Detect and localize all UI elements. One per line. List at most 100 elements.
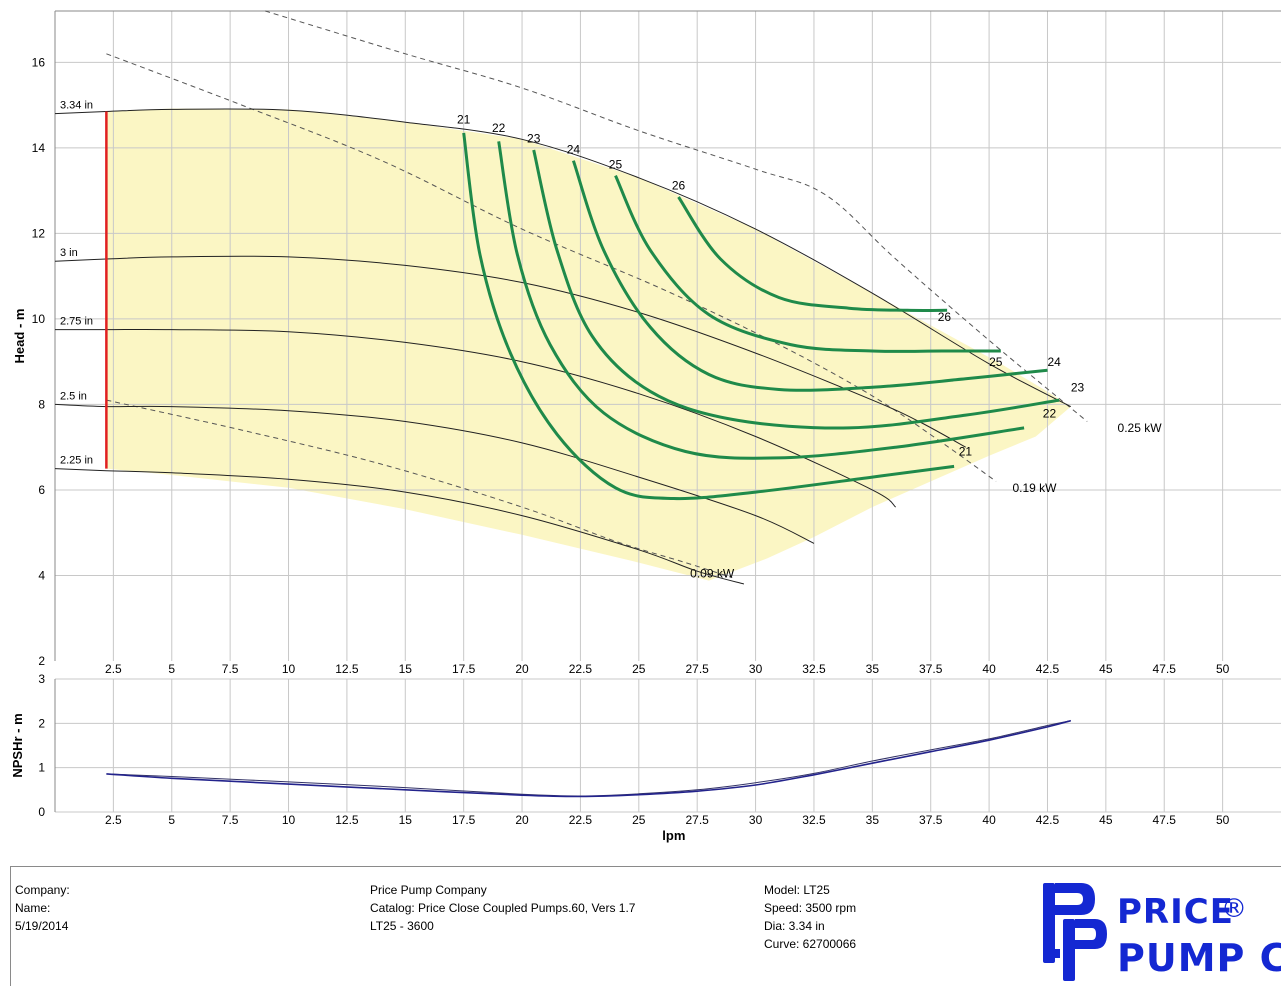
- npsh-x-tick-label: 35: [866, 813, 880, 827]
- logo-registered: ®: [1221, 894, 1247, 924]
- npsh-x-tick-label: 20: [515, 813, 529, 827]
- efficiency-end-label: 25: [989, 355, 1003, 369]
- footer-diameter: Dia: 3.34 in: [764, 919, 825, 933]
- logo-mark-icon: [1043, 883, 1107, 981]
- head-x-tick-label: 37.5: [919, 662, 943, 676]
- efficiency-top-label: 23: [527, 132, 541, 146]
- npsh-x-tick-label: 37.5: [919, 813, 943, 827]
- npsh-x-tick-label: 42.5: [1036, 813, 1060, 827]
- head-x-tick-label: 40: [982, 662, 996, 676]
- impeller-curve-label: 2.75 in: [60, 316, 93, 328]
- head-x-tick-label: 22.5: [569, 662, 593, 676]
- footer-curve: Curve: 62700066: [764, 937, 857, 951]
- head-y-tick-label: 6: [38, 483, 45, 497]
- head-x-tick-label: 10: [282, 662, 296, 676]
- efficiency-end-label: 22: [1043, 406, 1057, 420]
- head-y-tick-label: 12: [32, 226, 46, 240]
- npsh-y-axis-label: NPSHr - m: [10, 713, 25, 777]
- npsh-x-tick-label: 7.5: [222, 813, 239, 827]
- npsh-x-tick-label: 25: [632, 813, 646, 827]
- footer-name-label: Name:: [15, 901, 51, 915]
- efficiency-top-label: 25: [609, 157, 623, 171]
- logo-text-price: PRICE: [1117, 892, 1234, 932]
- npsh-x-tick-label: 5: [168, 813, 175, 827]
- power-line-label: 0.25 kW: [1118, 421, 1163, 435]
- footer-model: Model: LT25: [764, 883, 830, 897]
- head-y-tick-label: 10: [32, 312, 46, 326]
- head-y-tick-label: 4: [38, 568, 45, 582]
- footer-company-column: Company: Name: 5/19/2014: [15, 881, 70, 935]
- head-x-tick-label: 32.5: [802, 662, 826, 676]
- power-line: [265, 10, 1088, 422]
- npsh-curve: [106, 720, 1071, 797]
- head-x-tick-label: 7.5: [222, 662, 239, 676]
- efficiency-curve: [532, 149, 1060, 430]
- footer-date: 5/19/2014: [15, 919, 69, 933]
- npsh-y-tick-label: 2: [38, 716, 45, 730]
- npsh-curve: [106, 719, 1071, 798]
- npsh-x-axis-label: lpm: [662, 828, 685, 843]
- footer-speed: Speed: 3500 rpm: [764, 901, 857, 915]
- footer-company-label: Company:: [15, 883, 70, 897]
- npsh-x-tick-label: 40: [982, 813, 996, 827]
- head-x-tick-label: 17.5: [452, 662, 476, 676]
- efficiency-top-label: 24: [567, 142, 581, 156]
- npsh-y-tick-label: 0: [38, 805, 45, 819]
- efficiency-curve: [571, 160, 1048, 392]
- npsh-x-tick-label: 2.5: [105, 813, 122, 827]
- head-x-tick-label: 45: [1099, 662, 1113, 676]
- head-y-tick-label: 8: [38, 397, 45, 411]
- pump-performance-chart: 0.25 kW 0.19 kW 0.09 kW 3.34 in 3 in 2.75 in 2…: [10, 10, 1281, 843]
- efficiency-top-label: 22: [492, 121, 506, 135]
- head-x-tick-label: 27.5: [686, 662, 710, 676]
- efficiency-end-label: 23: [1071, 381, 1085, 395]
- head-x-tick-label: 42.5: [1036, 662, 1060, 676]
- impeller-curve: [54, 108, 1072, 408]
- npsh-y-tick-label: 3: [38, 672, 45, 686]
- npsh-x-tick-label: 15: [399, 813, 413, 827]
- head-y-tick-label: 2: [38, 654, 45, 668]
- npsh-x-tick-label: 45: [1099, 813, 1113, 827]
- head-x-tick-label: 20: [515, 662, 529, 676]
- npsh-x-tick-label: 30: [749, 813, 763, 827]
- footer-catalog: Catalog: Price Close Coupled Pumps.60, V…: [370, 901, 636, 915]
- efficiency-curve: [677, 196, 948, 312]
- efficiency-top-label: 26: [672, 179, 686, 193]
- head-x-tick-label: 47.5: [1153, 662, 1177, 676]
- footer-model-column: Model: LT25 Speed: 3500 rpm Dia: 3.34 in…: [764, 881, 856, 953]
- footer-model-code: LT25 - 3600: [370, 919, 434, 933]
- impeller-curve: [54, 403, 815, 544]
- efficiency-curve: [614, 174, 1001, 353]
- power-line: [106, 53, 997, 482]
- power-line: [106, 399, 733, 579]
- head-x-tick-label: 5: [168, 662, 175, 676]
- impeller-curve-label: 2.25 in: [60, 455, 93, 467]
- npsh-x-tick-label: 47.5: [1153, 813, 1177, 827]
- impeller-curve: [54, 468, 745, 585]
- npsh-x-tick-label: 22.5: [569, 813, 593, 827]
- head-x-tick-label: 12.5: [335, 662, 359, 676]
- head-x-tick-label: 50: [1216, 662, 1230, 676]
- head-x-tick-label: 30: [749, 662, 763, 676]
- logo-text-pump-co: PUMP CO: [1117, 936, 1281, 980]
- head-x-tick-label: 2.5: [105, 662, 122, 676]
- head-x-tick-label: 15: [399, 662, 413, 676]
- head-y-tick-label: 16: [32, 55, 46, 69]
- footer-info: Company: Name: 5/19/2014 Price Pump Comp…: [10, 866, 1281, 986]
- npsh-x-tick-label: 32.5: [802, 813, 826, 827]
- efficiency-top-label: 21: [457, 112, 471, 126]
- impeller-curve: [54, 255, 966, 448]
- npsh-x-tick-label: 17.5: [452, 813, 476, 827]
- power-line-label: 0.19 kW: [1012, 481, 1057, 495]
- footer-company-name: Price Pump Company: [370, 883, 487, 897]
- npsh-x-tick-label: 12.5: [335, 813, 359, 827]
- head-x-tick-label: 25: [632, 662, 646, 676]
- npsh-x-tick-label: 27.5: [686, 813, 710, 827]
- npsh-y-tick-label: 1: [38, 761, 45, 775]
- npsh-x-tick-label: 10: [282, 813, 296, 827]
- efficiency-curve: [497, 141, 1025, 460]
- head-x-tick-label: 35: [866, 662, 880, 676]
- impeller-curve-label: 3 in: [60, 247, 78, 259]
- efficiency-end-label: 26: [938, 310, 952, 324]
- efficiency-curve: [462, 132, 955, 501]
